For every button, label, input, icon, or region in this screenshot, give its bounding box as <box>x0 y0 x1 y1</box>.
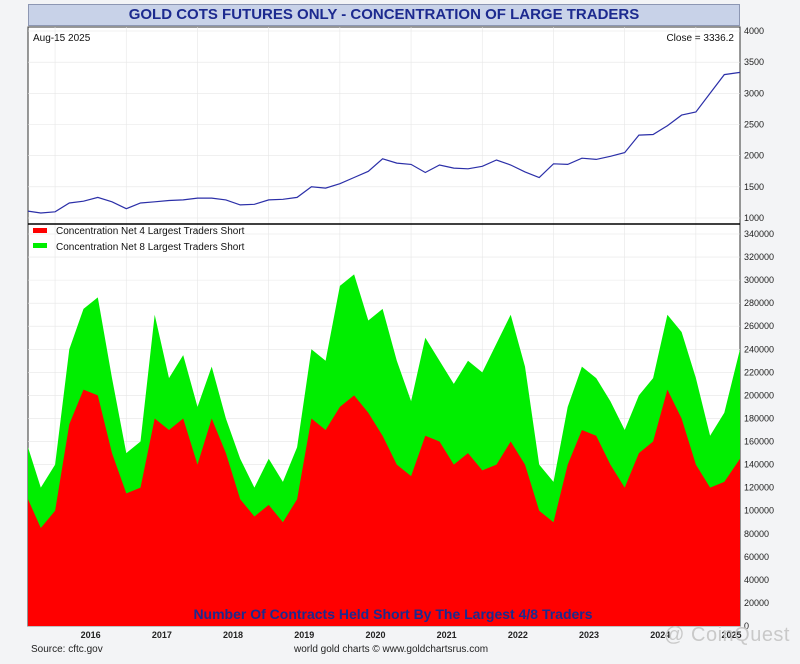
cot-tick-label: 160000 <box>744 437 774 447</box>
cot-tick-label: 100000 <box>744 506 774 516</box>
year-tick-label: 2019 <box>294 630 314 640</box>
cot-tick-label: 320000 <box>744 252 774 262</box>
price-panel <box>27 26 741 225</box>
price-tick-label: 4000 <box>744 26 764 36</box>
x-axis-ticks: 2016 2017 2018 2019 2020 2021 2022 2023 2024 2025 <box>81 630 742 640</box>
cot-tick-label: 280000 <box>744 298 774 308</box>
cot-tick-label: 20000 <box>744 598 769 608</box>
legend-net8-label: Concentration Net 8 Largest Traders Shor… <box>56 242 245 253</box>
price-tick-label: 1000 <box>744 213 764 223</box>
cot-tick-label: 0 <box>744 621 749 631</box>
price-tick-label: 3500 <box>744 57 764 67</box>
year-tick-label: 2022 <box>508 630 528 640</box>
price-tick-label: 2000 <box>744 151 764 161</box>
year-tick-label: 2024 <box>650 630 670 640</box>
cot-tick-label: 300000 <box>744 275 774 285</box>
year-tick-label: 2025 <box>721 630 741 640</box>
cot-tick-label: 40000 <box>744 575 769 585</box>
cot-tick-label: 140000 <box>744 460 774 470</box>
legend-net8-swatch <box>33 243 47 248</box>
bottom-caption: Number Of Contracts Held Short By The La… <box>193 606 592 622</box>
year-tick-label: 2023 <box>579 630 599 640</box>
price-line <box>27 71 741 214</box>
cot-tick-label: 340000 <box>744 229 774 239</box>
net4-area <box>28 389 740 626</box>
watermark: @ CoinQuest <box>664 624 790 646</box>
cot-tick-label: 220000 <box>744 367 774 377</box>
source-label: Source: cftc.gov <box>31 644 103 655</box>
price-axis-ticks: 1000 1500 2000 2500 3000 3500 4000 <box>744 26 764 223</box>
year-tick-label: 2021 <box>437 630 457 640</box>
cot-tick-label: 80000 <box>744 529 769 539</box>
close-label: Close = 3336.2 <box>666 33 734 44</box>
cot-tick-label: 200000 <box>744 390 774 400</box>
cot-tick-label: 120000 <box>744 483 774 493</box>
cot-axis-ticks: 0 20000 40000 60000 80000 100000 120000 140000 1… <box>744 229 774 631</box>
price-grid <box>28 30 740 219</box>
year-tick-label: 2017 <box>152 630 172 640</box>
year-tick-label: 2020 <box>365 630 385 640</box>
price-tick-label: 1500 <box>744 182 764 192</box>
date-label: Aug-15 2025 <box>33 33 91 44</box>
year-tick-label: 2016 <box>81 630 101 640</box>
cot-tick-label: 240000 <box>744 344 774 354</box>
cot-tick-label: 180000 <box>744 413 774 423</box>
chart-title: GOLD COTS FUTURES ONLY - CONCENTRATION O… <box>28 4 740 26</box>
price-tick-label: 2500 <box>744 120 764 130</box>
legend-net4-label: Concentration Net 4 Largest Traders Shor… <box>56 226 245 237</box>
legend-net4-swatch <box>33 228 47 233</box>
credit-label: world gold charts © www.goldchartsrus.co… <box>294 644 489 655</box>
price-tick-label: 3000 <box>744 88 764 98</box>
cot-tick-label: 260000 <box>744 321 774 331</box>
year-tick-label: 2018 <box>223 630 243 640</box>
cot-areas <box>28 274 740 626</box>
cot-tick-label: 60000 <box>744 552 769 562</box>
